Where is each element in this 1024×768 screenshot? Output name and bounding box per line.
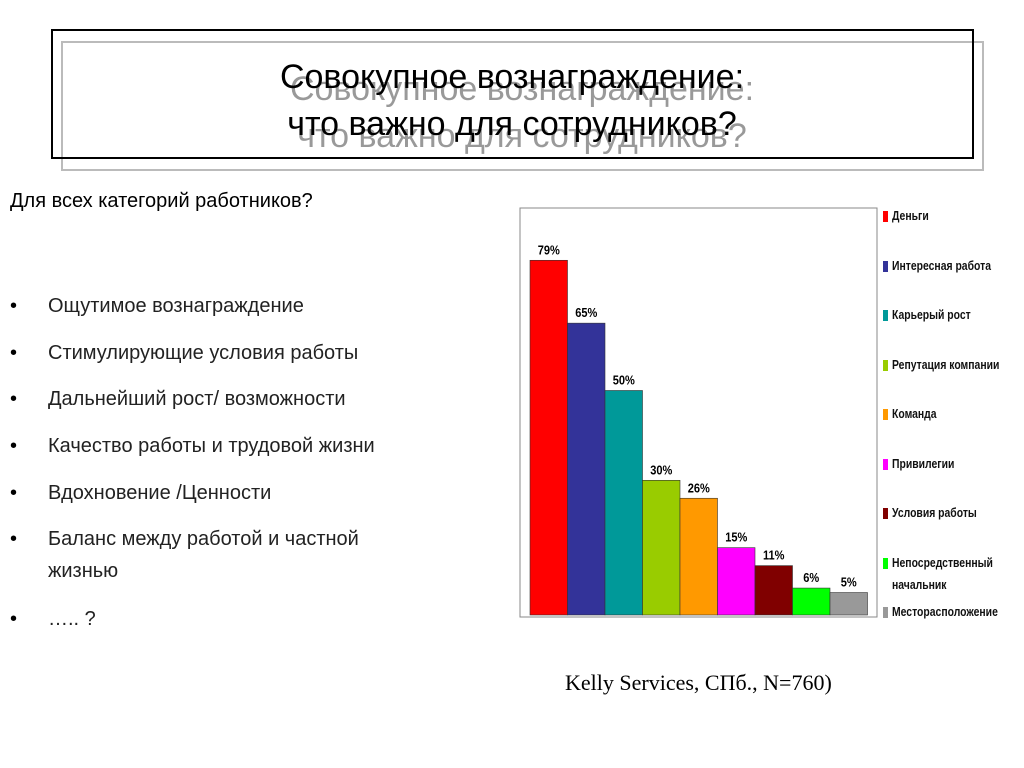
legend-entry: Деньги — [883, 208, 1024, 227]
legend-label: Привилегии — [892, 455, 955, 471]
title-shadow-line: что важно для сотрудников? — [297, 117, 747, 155]
value-label: 26% — [688, 480, 710, 495]
bullet: • — [10, 435, 18, 457]
bullet-item: ….. ? — [48, 608, 96, 630]
title-frame — [51, 29, 974, 159]
value-label: 79% — [538, 242, 560, 257]
bar — [717, 547, 756, 616]
legend-label: Непосредственный начальник — [892, 554, 993, 592]
bullet: • — [10, 528, 18, 550]
bullet: • — [10, 342, 18, 364]
legend-entry: Репутация компании — [883, 357, 1024, 376]
legend-swatch — [883, 458, 888, 470]
legend-label: Месторасположение — [892, 604, 998, 619]
value-label: 50% — [613, 373, 635, 388]
source: Kelly Services, СПб., N=760) — [565, 670, 832, 695]
bullet: • — [10, 388, 18, 410]
value-label: 15% — [725, 530, 747, 545]
value-label: 30% — [650, 462, 672, 477]
legend-label: Команда — [892, 406, 937, 421]
legend-label: Интересная работа — [892, 257, 991, 273]
bar — [529, 259, 568, 616]
legend-entry: Команда — [883, 406, 1024, 425]
legend-entry: Привилегии — [883, 456, 1024, 475]
bar — [679, 497, 718, 616]
value-label: 5% — [841, 575, 857, 590]
legend-swatch — [883, 359, 888, 371]
title-line: что важно для сотрудников? — [287, 105, 737, 143]
legend-swatch — [883, 607, 888, 618]
legend-entry: Карьерый рост — [883, 307, 1024, 326]
legend-label: Условия работы — [892, 505, 977, 520]
bullet-item: Стимулирующие условия работы — [48, 342, 359, 364]
bullet: • — [10, 482, 18, 504]
bar — [567, 322, 606, 616]
legend-entry: Условия работы — [883, 505, 1024, 524]
legend-swatch — [883, 310, 888, 321]
bullet-item: Баланс между работой и частной жизнью — [48, 528, 359, 582]
legend-entry: Непосредственный начальник — [883, 555, 1024, 596]
value-label: 6% — [803, 570, 819, 585]
legend-entry: Месторасположение — [883, 604, 1024, 623]
bullet-item: Ощутимое вознаграждение — [48, 295, 304, 317]
bars: 79% 65% 50% 30% 26% 15% 11% 6% 5% — [529, 242, 868, 616]
plot-frame — [519, 207, 878, 618]
legend-swatch — [883, 508, 888, 519]
bar — [792, 587, 831, 616]
bullet: • — [10, 295, 18, 317]
legend-label: Репутация компании — [892, 356, 1000, 372]
legend-swatch — [883, 409, 888, 420]
bullet-item: Вдохновение /Ценности — [48, 482, 272, 504]
bar — [642, 479, 681, 616]
value-label: 65% — [575, 305, 597, 320]
legend-label: Карьерый рост — [892, 307, 971, 322]
title-shadow: Совокупное вознаграждение: что важно для… — [290, 70, 754, 155]
legend-swatch — [883, 211, 888, 222]
title: Совокупное вознаграждение: что важно для… — [280, 58, 744, 143]
legend-swatch — [883, 260, 888, 272]
bullet-item: Дальнейший рост/ возможности — [48, 388, 346, 410]
legend-entry: Интересная работа — [883, 258, 1024, 277]
bar — [604, 390, 643, 616]
bullet-item: Качество работы и трудовой жизни — [48, 435, 375, 457]
bar — [754, 565, 793, 616]
question: Для всех категорий работников? — [10, 190, 313, 212]
title-shadow-line: Совокупное вознаграждение: — [290, 70, 754, 108]
legend-swatch — [883, 557, 888, 569]
value-label: 11% — [763, 548, 785, 563]
bullet: • — [10, 608, 18, 630]
bar — [829, 592, 868, 616]
title-shadow-frame — [61, 41, 984, 171]
title-line: Совокупное вознаграждение: — [280, 58, 744, 96]
legend-label: Деньги — [892, 208, 929, 223]
